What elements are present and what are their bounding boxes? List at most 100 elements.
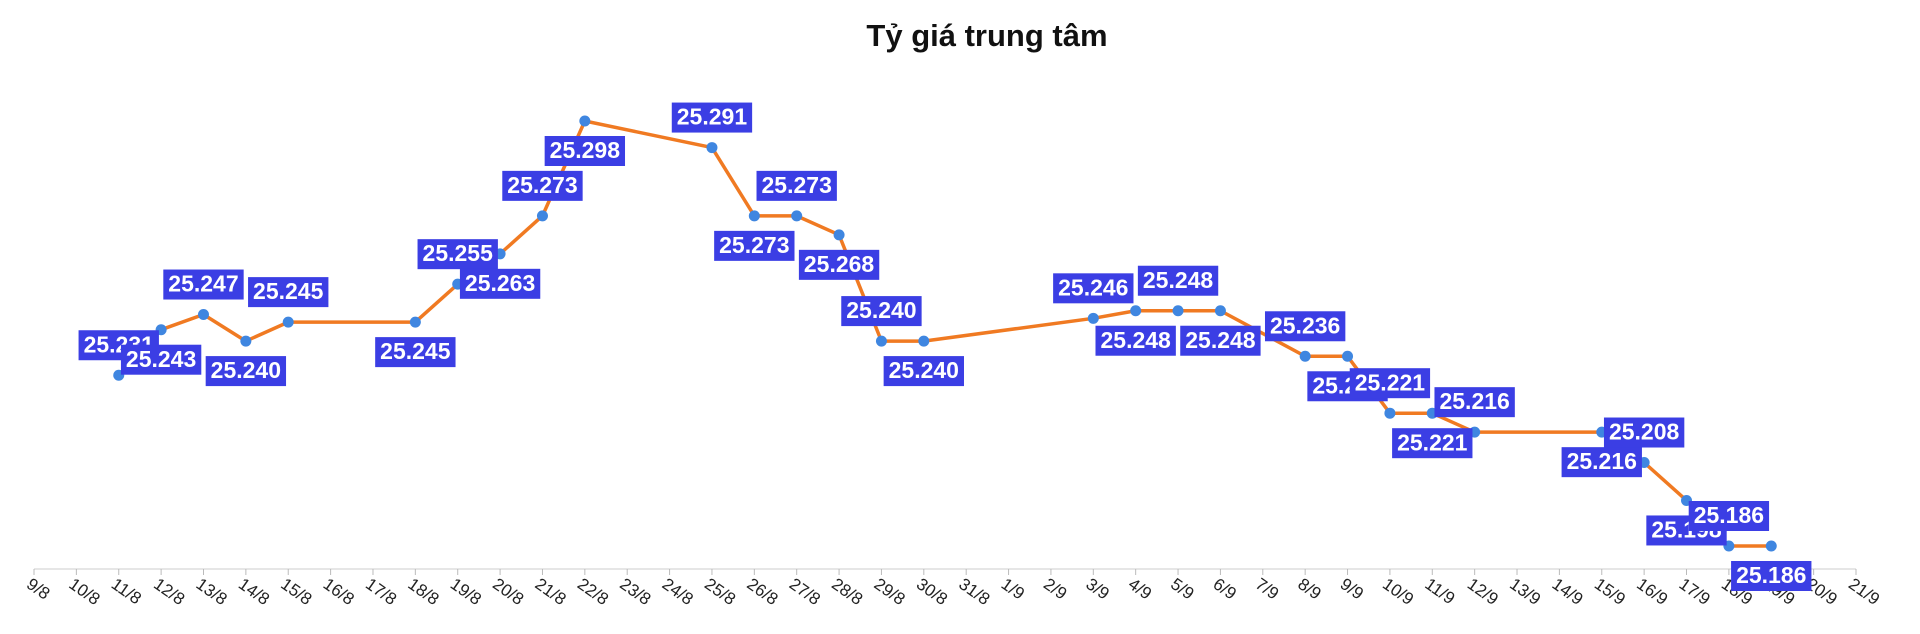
point bbox=[1130, 305, 1142, 317]
point bbox=[240, 335, 252, 347]
value-label: 25.291 bbox=[671, 102, 753, 133]
value-label-box bbox=[120, 344, 202, 375]
value-label: 25.186 bbox=[1731, 561, 1812, 591]
value-label-text: 25.247 bbox=[168, 271, 238, 297]
value-label-text: 25.246 bbox=[1058, 274, 1128, 300]
point bbox=[918, 335, 930, 347]
value-label-text: 25.298 bbox=[550, 137, 621, 163]
value-label-text: 25.245 bbox=[380, 338, 451, 364]
point bbox=[875, 335, 887, 347]
point bbox=[1342, 350, 1354, 362]
point bbox=[579, 115, 591, 127]
value-label: 25.263 bbox=[459, 268, 541, 299]
value-label-text: 25.248 bbox=[1100, 327, 1171, 353]
value-label-text: 25.273 bbox=[762, 172, 832, 198]
value-label-text: 25.291 bbox=[677, 104, 748, 130]
value-label-text: 25.216 bbox=[1567, 448, 1637, 474]
value-label: 25.248 bbox=[1180, 325, 1261, 356]
value-label: 25.273 bbox=[756, 170, 837, 201]
line-segment bbox=[1642, 460, 1689, 503]
value-label-box bbox=[248, 277, 329, 308]
value-label: 25.273 bbox=[502, 170, 583, 201]
value-label-text: 25.248 bbox=[1185, 327, 1256, 353]
value-label: 25.221 bbox=[1349, 368, 1431, 399]
value-label-text: 25.273 bbox=[719, 232, 789, 258]
value-label-box bbox=[1688, 501, 1770, 531]
value-label-box bbox=[1731, 561, 1812, 591]
value-label-box bbox=[714, 230, 795, 261]
point bbox=[791, 210, 803, 222]
value-label: 25.240 bbox=[883, 356, 964, 387]
value-label: 25.273 bbox=[714, 230, 795, 261]
line-segment bbox=[244, 320, 290, 343]
value-label-box bbox=[163, 269, 244, 300]
value-label: 25.245 bbox=[375, 337, 456, 368]
point bbox=[1172, 305, 1184, 317]
line-segment bbox=[710, 145, 757, 218]
value-label-box bbox=[1561, 447, 1642, 478]
value-label-text: 25.268 bbox=[804, 251, 875, 277]
value-label-text: 25.245 bbox=[253, 278, 324, 304]
value-label-text: 25.240 bbox=[846, 297, 916, 323]
value-label-text: 25.263 bbox=[465, 270, 535, 296]
line-segment bbox=[1218, 308, 1307, 359]
value-label-box bbox=[1349, 368, 1431, 399]
value-label-text: 25.216 bbox=[1439, 388, 1509, 414]
value-label-text: 25.186 bbox=[1736, 562, 1806, 588]
value-label-text: 25.208 bbox=[1609, 419, 1680, 445]
value-label: 25.245 bbox=[248, 277, 329, 308]
value-label: 25.255 bbox=[417, 239, 498, 270]
point bbox=[1299, 350, 1311, 362]
value-label-box bbox=[1180, 325, 1261, 356]
line-segment bbox=[922, 316, 1096, 343]
value-label-box bbox=[1392, 428, 1473, 459]
value-label-box bbox=[1264, 311, 1346, 342]
value-label: 25.216 bbox=[1434, 387, 1515, 418]
chart-title: Tỷ giá trung tâm bbox=[866, 18, 1107, 53]
line-segment bbox=[1091, 308, 1138, 321]
value-label-box bbox=[671, 102, 753, 133]
point bbox=[536, 210, 548, 222]
value-label-text: 25.240 bbox=[211, 357, 281, 383]
value-label-box bbox=[417, 239, 498, 270]
value-label-text: 25.255 bbox=[423, 240, 494, 266]
value-label-text: 25.221 bbox=[1397, 429, 1468, 455]
value-label: 25.243 bbox=[120, 344, 202, 375]
value-label-box bbox=[205, 356, 287, 387]
value-label-box bbox=[756, 170, 837, 201]
value-label-box bbox=[1137, 265, 1219, 296]
point bbox=[1765, 540, 1777, 552]
value-label-box bbox=[502, 170, 583, 201]
point bbox=[197, 309, 209, 321]
line-segment bbox=[498, 214, 545, 256]
value-label-box bbox=[1053, 273, 1134, 304]
value-label-text: 25.221 bbox=[1355, 369, 1426, 395]
value-label: 25.298 bbox=[544, 136, 626, 166]
line-segment bbox=[794, 214, 841, 237]
value-label: 25.240 bbox=[841, 296, 922, 327]
point bbox=[833, 229, 845, 241]
value-label-box bbox=[544, 136, 626, 166]
value-label: 25.221 bbox=[1392, 428, 1473, 459]
value-label-box bbox=[375, 337, 456, 368]
value-label: 25.240 bbox=[205, 356, 287, 387]
line-segment bbox=[201, 312, 248, 343]
point bbox=[1087, 312, 1099, 324]
value-label-box bbox=[798, 249, 880, 280]
value-label-text: 25.186 bbox=[1694, 502, 1764, 528]
value-label: 25.248 bbox=[1095, 325, 1176, 356]
value-label-box bbox=[1095, 325, 1176, 356]
point bbox=[748, 210, 760, 222]
line-segment bbox=[159, 312, 206, 332]
point bbox=[1384, 407, 1396, 419]
value-label-box bbox=[883, 356, 964, 387]
value-label: 25.186 bbox=[1688, 501, 1770, 531]
value-label: 25.208 bbox=[1603, 417, 1685, 448]
value-label: 25.247 bbox=[163, 269, 244, 300]
point bbox=[1214, 305, 1226, 317]
value-label-text: 25.243 bbox=[126, 346, 196, 372]
value-label-box bbox=[841, 296, 922, 327]
line-segment bbox=[413, 282, 460, 324]
value-label-box bbox=[1434, 387, 1515, 418]
